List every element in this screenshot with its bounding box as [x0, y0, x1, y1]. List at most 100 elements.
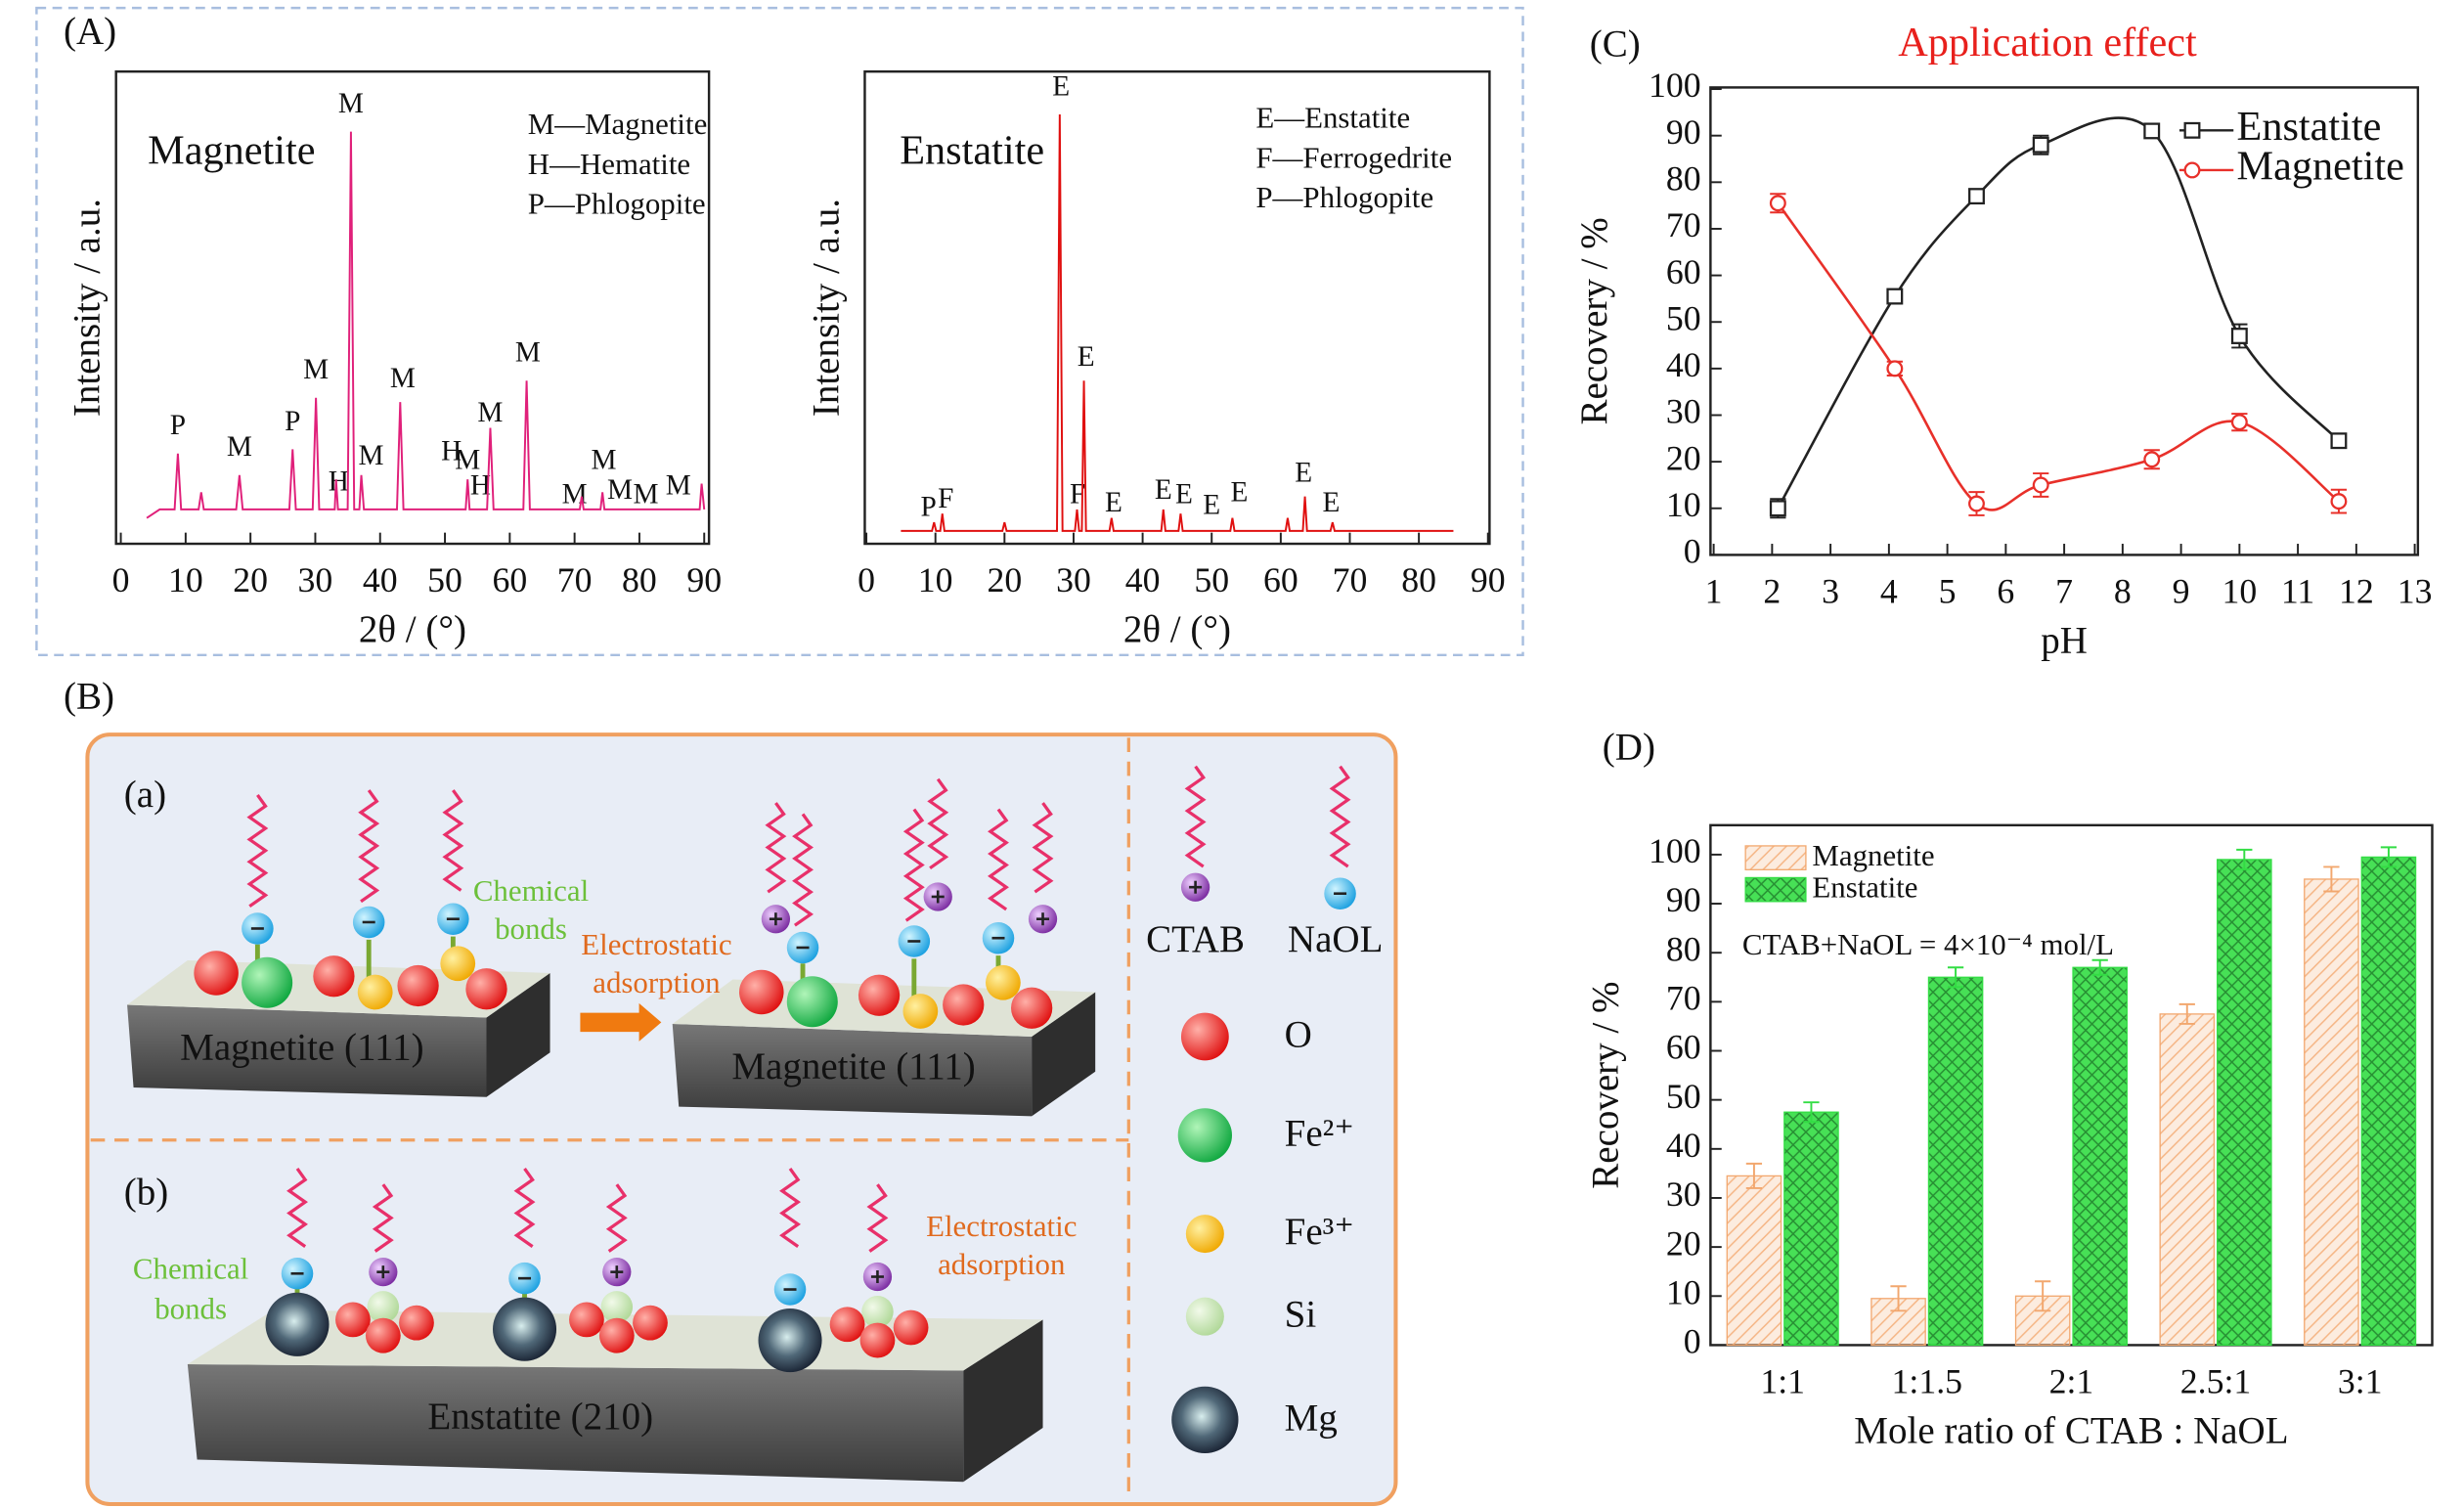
arrow	[580, 1002, 662, 1042]
x-tick-label: 10	[2222, 571, 2257, 610]
illustration	[902, 808, 925, 922]
peak-label: M	[607, 474, 633, 506]
y-tick-label: 60	[1666, 1028, 1701, 1067]
illustration	[194, 951, 239, 996]
annotation: CTAB+NaOL = 4×10⁻⁴ mol/L	[1742, 927, 2114, 961]
peak-label: M	[227, 431, 252, 463]
illustration	[1171, 1386, 1239, 1453]
x-tick-label: 3	[1822, 571, 1839, 610]
surface-label: Magnetite (111)	[731, 1045, 975, 1087]
illustration	[365, 1317, 401, 1353]
surface-label: Enstatite (210)	[427, 1396, 653, 1438]
x-tick-label: 40	[1125, 560, 1161, 599]
y-tick-label: 40	[1666, 345, 1701, 384]
illustration	[859, 1322, 896, 1358]
illustration	[357, 974, 393, 1010]
peak-label: E	[1105, 487, 1122, 518]
x-tick-label: 60	[1263, 560, 1298, 599]
x-tick-label: 80	[622, 560, 657, 599]
illustration	[866, 1183, 889, 1253]
marker	[2032, 476, 2049, 494]
note: adsorption	[593, 965, 720, 999]
x-tick-label: 50	[1194, 560, 1229, 599]
y-tick-label: 70	[1666, 205, 1701, 244]
legend-label: Fe²⁺	[1285, 1112, 1354, 1154]
plot-frame	[114, 69, 711, 546]
legend-label: Si	[1285, 1294, 1317, 1336]
legend-swatch	[1744, 845, 1807, 870]
illustration	[988, 808, 1009, 911]
peak-label: E	[1175, 478, 1193, 510]
legend-text: P—Phlogopite	[1255, 180, 1433, 214]
illustration	[792, 813, 814, 927]
x-tick-label: 10	[918, 560, 953, 599]
peak-label: P	[285, 406, 300, 437]
y-axis-label: Intensity / a.u.	[66, 199, 109, 417]
marker	[2032, 136, 2049, 154]
note: Electrostatic	[926, 1209, 1077, 1243]
illustration	[927, 777, 949, 870]
illustration	[1184, 765, 1207, 868]
bar	[2072, 966, 2128, 1347]
peak-label: M	[591, 444, 616, 475]
peak-label: E	[1052, 70, 1070, 102]
illustration	[605, 1183, 628, 1253]
x-tick-label: 2	[1763, 571, 1781, 610]
marker	[2230, 328, 2248, 344]
x-axis-label: 2θ / (°)	[1123, 608, 1231, 650]
peak-label: M	[477, 397, 503, 428]
illustration	[1329, 765, 1351, 868]
legend-text: H—Hematite	[528, 147, 690, 181]
x-tick-label: 4	[1880, 571, 1898, 610]
chart-title: Enstatite	[900, 127, 1044, 173]
x-tick-label: 50	[427, 560, 462, 599]
illustration	[513, 1168, 536, 1248]
x-tick-label: 13	[2398, 571, 2433, 610]
y-tick-label: 90	[1666, 112, 1701, 152]
legend-text: M—Magnetite	[528, 107, 708, 141]
x-tick-label: 30	[1056, 560, 1091, 599]
y-tick-label: 80	[1666, 929, 1701, 968]
note: bonds	[495, 911, 567, 946]
x-axis-label: Mole ratio of CTAB : NaOL	[1854, 1409, 2288, 1451]
marker	[2143, 122, 2161, 140]
panel-label: (C)	[1590, 23, 1641, 66]
marker	[2143, 451, 2161, 468]
peak-label: M	[303, 354, 329, 385]
illustration	[187, 1363, 964, 1483]
y-axis-label: Intensity / a.u.	[806, 199, 848, 417]
legend-swatch	[1744, 876, 1807, 903]
peak-label: E	[1078, 341, 1095, 373]
series-line	[901, 114, 1454, 532]
x-tick-label: 60	[492, 560, 527, 599]
x-tick-label: 90	[686, 560, 722, 599]
illustration	[1185, 1297, 1224, 1336]
plot-frame	[863, 69, 1491, 546]
y-tick-label: 50	[1666, 1077, 1701, 1116]
x-tick-label: 2.5:1	[2180, 1361, 2252, 1400]
y-tick-label: 60	[1666, 252, 1701, 291]
peak-label: M	[455, 444, 480, 475]
y-tick-label: 30	[1666, 1175, 1701, 1214]
panel-label: (D)	[1603, 726, 1655, 768]
illustration	[829, 1307, 865, 1343]
illustration	[246, 793, 269, 909]
illustration	[633, 1305, 668, 1341]
y-tick-label: 70	[1666, 979, 1701, 1018]
x-tick-label: 2:1	[2049, 1361, 2094, 1400]
illustration	[442, 789, 464, 892]
marker	[2183, 121, 2201, 139]
illustration	[397, 964, 439, 1007]
illustration	[372, 1183, 394, 1253]
marker	[2330, 493, 2348, 510]
chart-title: Application effect	[1898, 20, 2197, 66]
y-tick-label: 30	[1666, 392, 1701, 431]
marker	[1769, 500, 1786, 517]
illustration	[358, 789, 380, 904]
peak-label: E	[1295, 458, 1312, 489]
illustration	[672, 1024, 1033, 1117]
illustration	[1180, 1012, 1229, 1061]
legend-text: P—Phlogopite	[528, 186, 706, 220]
illustration	[399, 1305, 434, 1341]
legend-label: Enstatite	[2237, 104, 2382, 150]
